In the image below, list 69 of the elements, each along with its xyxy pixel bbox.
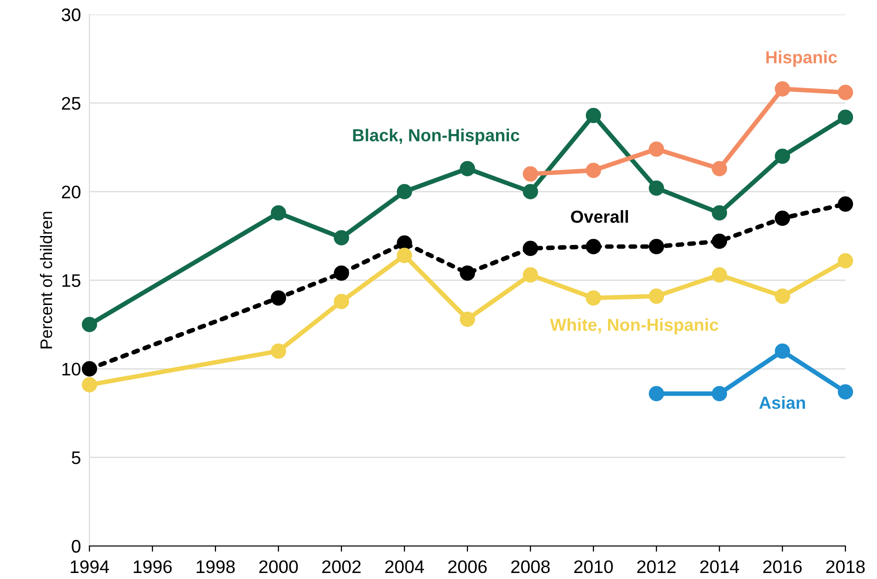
point bbox=[774, 343, 790, 359]
y-tick-label: 5 bbox=[72, 452, 80, 464]
point bbox=[648, 180, 664, 196]
x-tick-label: 2016 bbox=[763, 560, 802, 574]
point bbox=[712, 267, 728, 283]
point bbox=[774, 210, 790, 226]
x-tick-label: 2004 bbox=[385, 560, 424, 574]
y-tick-label: 20 bbox=[62, 186, 80, 198]
point bbox=[586, 162, 602, 178]
x-tick-label: 2000 bbox=[259, 560, 298, 574]
y-tick-label: 10 bbox=[62, 362, 80, 376]
point bbox=[586, 238, 602, 254]
point bbox=[270, 290, 286, 306]
point bbox=[838, 196, 854, 212]
point bbox=[648, 386, 664, 402]
x-tick-label: 2008 bbox=[511, 560, 550, 574]
point bbox=[774, 81, 790, 97]
x-tick-label: 1998 bbox=[196, 560, 235, 574]
point bbox=[586, 108, 602, 124]
point bbox=[396, 184, 412, 200]
point bbox=[838, 253, 854, 268]
x-tick-label: 2014 bbox=[700, 560, 739, 574]
y-axis-title: Percent of children bbox=[40, 212, 52, 348]
point bbox=[838, 384, 854, 400]
point bbox=[396, 248, 412, 264]
series-label: White, Non-Hispanic bbox=[550, 318, 718, 334]
x-tick-label: 2012 bbox=[637, 560, 676, 574]
x-tick-label: 1996 bbox=[134, 560, 172, 574]
text: Black, Non-Hispanic bbox=[353, 128, 520, 145]
point bbox=[774, 288, 790, 304]
point bbox=[838, 84, 854, 100]
series-label: Hispanic bbox=[766, 50, 838, 67]
point bbox=[460, 266, 476, 281]
point bbox=[774, 148, 790, 164]
point bbox=[334, 230, 350, 246]
point bbox=[522, 267, 538, 283]
point bbox=[712, 386, 728, 402]
point bbox=[586, 290, 602, 306]
point bbox=[522, 184, 538, 200]
point bbox=[270, 343, 286, 359]
y-tick-label: 15 bbox=[62, 274, 80, 287]
point bbox=[838, 110, 854, 125]
point bbox=[270, 205, 286, 221]
point bbox=[648, 238, 664, 254]
point bbox=[712, 160, 728, 176]
x-tick-label: 2010 bbox=[574, 560, 613, 574]
point bbox=[460, 312, 476, 327]
point bbox=[648, 288, 664, 304]
series-label: Asian bbox=[759, 396, 805, 409]
point bbox=[82, 361, 98, 376]
point bbox=[648, 141, 664, 157]
x-tick-label: 1994 bbox=[70, 560, 110, 574]
point bbox=[522, 166, 538, 182]
y-tick-label: 30 bbox=[62, 8, 80, 22]
point bbox=[712, 205, 728, 221]
point bbox=[334, 294, 350, 310]
y-tick-label: 0 bbox=[72, 540, 80, 553]
series-label: Overall bbox=[571, 210, 628, 223]
x-tick-label: 2006 bbox=[448, 560, 487, 574]
point bbox=[712, 234, 728, 249]
point bbox=[82, 316, 98, 332]
point bbox=[522, 240, 538, 256]
x-tick-label: 2002 bbox=[322, 560, 361, 574]
y-tick-label: 25 bbox=[62, 96, 80, 110]
x-tick-label: 2018 bbox=[826, 560, 865, 574]
point bbox=[396, 235, 412, 251]
point bbox=[82, 377, 98, 392]
point bbox=[460, 160, 476, 176]
point bbox=[334, 266, 350, 281]
